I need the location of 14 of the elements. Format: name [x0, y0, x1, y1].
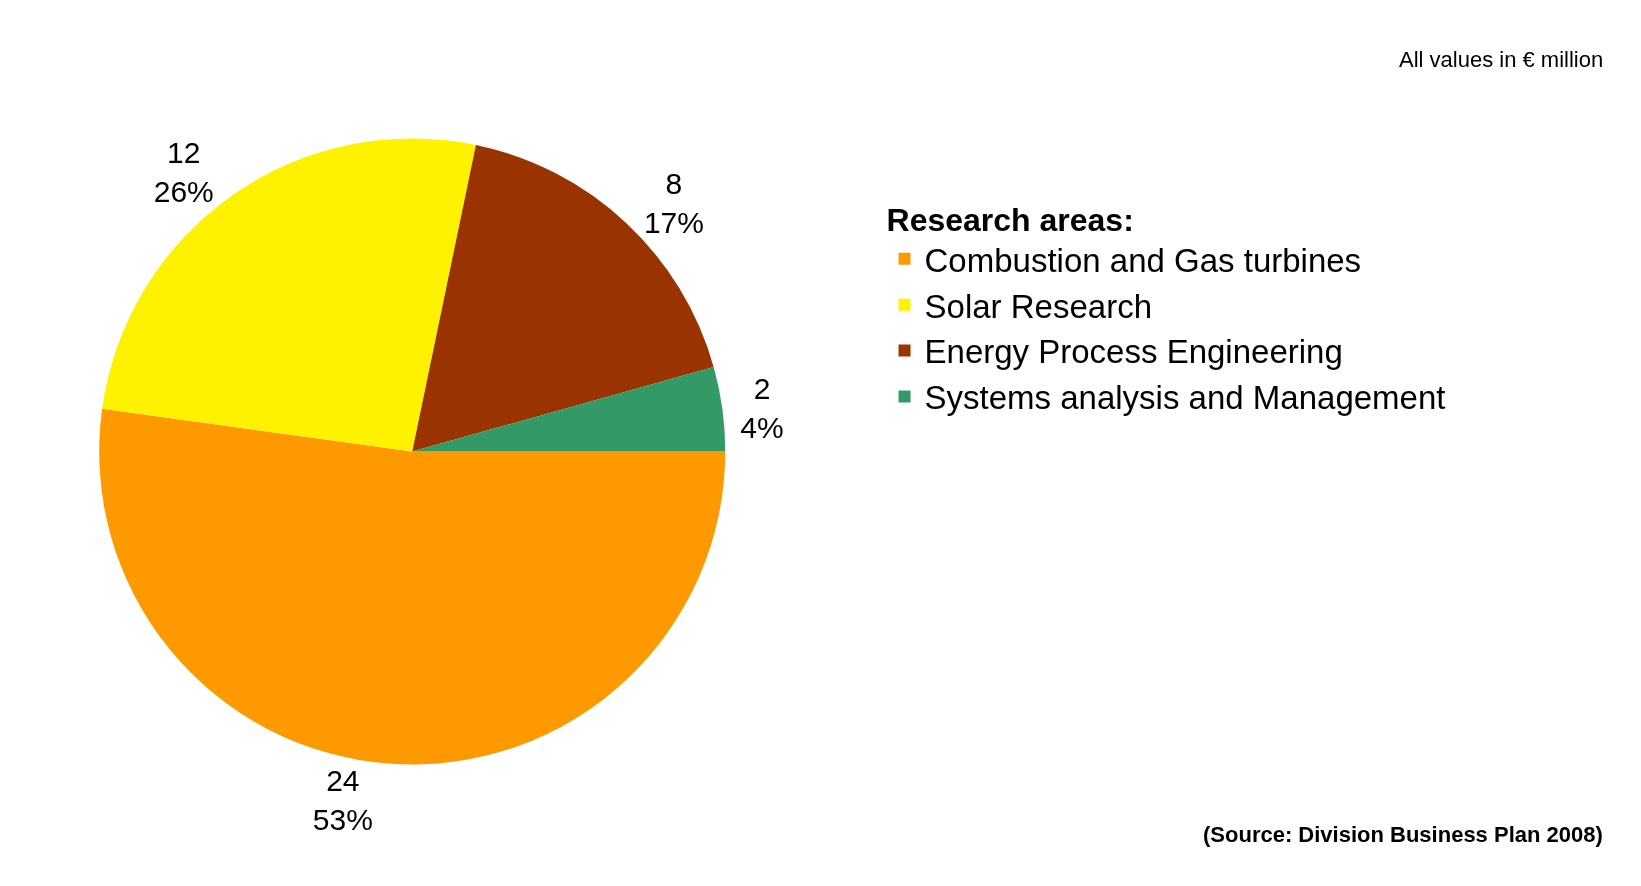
legend-label: Energy Process Engineering — [924, 333, 1343, 371]
data-label: 12 26% — [153, 135, 214, 208]
pie-slice — [99, 408, 726, 764]
data-label: 24 53% — [312, 763, 373, 836]
legend-title: Research areas: — [886, 201, 1134, 238]
data-label: 8 17% — [643, 167, 704, 240]
pie-slice — [412, 144, 714, 452]
legend-label: Systems analysis and Management — [924, 379, 1446, 417]
data-label: 2 4% — [740, 372, 784, 445]
pie-slice — [102, 138, 476, 452]
legend-label: Solar Research — [924, 287, 1152, 325]
text: All values in € million — [1399, 47, 1604, 72]
text: (Source: Division Business Plan 2008) — [1203, 822, 1603, 847]
legend-label: Combustion and Gas turbines — [924, 241, 1362, 279]
